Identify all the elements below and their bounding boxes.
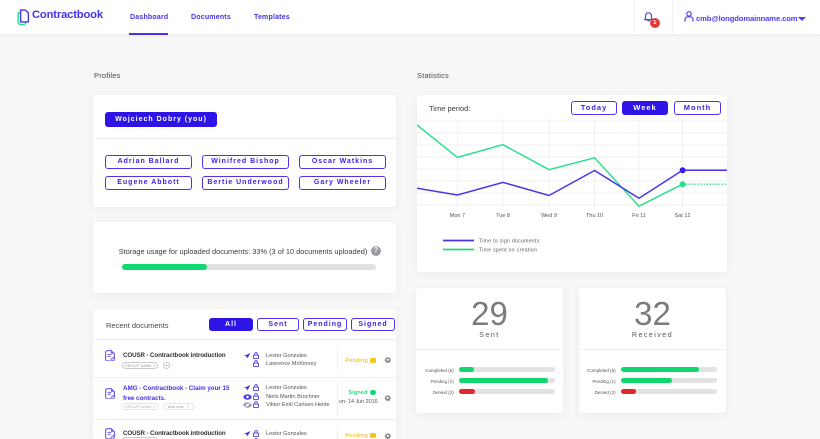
svg-text:Time spent on creation: Time spent on creation	[479, 248, 537, 254]
svg-text:Tue 8: Tue 8	[496, 213, 510, 219]
svg-text:Fri 11: Fri 11	[632, 213, 646, 219]
svg-text:Thu 10: Thu 10	[586, 213, 603, 219]
svg-text:Time to sign documents: Time to sign documents	[479, 239, 540, 245]
svg-text:Mon 7: Mon 7	[450, 213, 465, 219]
svg-text:Sat 12: Sat 12	[675, 213, 691, 219]
svg-text:Wed 9: Wed 9	[541, 213, 557, 219]
